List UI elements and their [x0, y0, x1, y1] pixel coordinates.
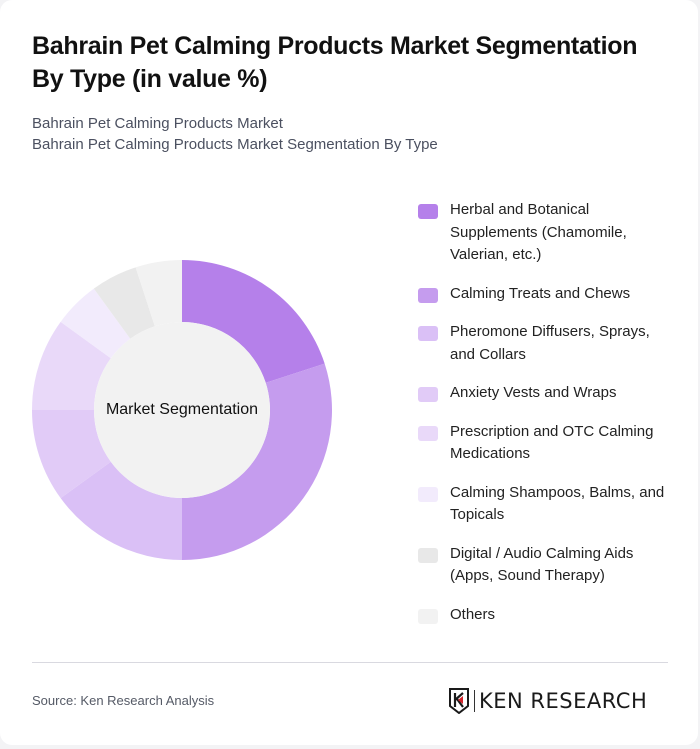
page-title: Bahrain Pet Calming Products Market Segm… [32, 32, 638, 93]
legend-swatch [418, 547, 438, 563]
legend-label: Pheromone Diffusers, Sprays, and Collars [450, 323, 650, 363]
chart-legend: Herbal and Botanical Supplements (Chamom… [418, 199, 678, 642]
donut-hole [94, 322, 270, 498]
donut-segment [182, 260, 325, 383]
legend-label: Anxiety Vests and Wraps [450, 384, 617, 401]
legend-label: Herbal and Botanical Supplements (Chamom… [450, 201, 627, 263]
legend-swatch [418, 608, 438, 624]
donut-segment [32, 321, 111, 410]
legend-item: Digital / Audio Calming Aids (Apps, Soun… [418, 543, 678, 588]
legend-swatch [418, 287, 438, 303]
logo-separator [474, 690, 475, 712]
legend-swatch [418, 326, 438, 341]
legend-label: Digital / Audio Calming Aids (Apps, Soun… [450, 544, 634, 585]
legend-item: Calming Shampoos, Balms, and Topicals [418, 482, 678, 527]
donut-segment [32, 410, 111, 499]
subtitle: Bahrain Pet Calming Products Market Bahr… [32, 113, 438, 155]
legend-label: Calming Shampoos, Balms, and Topicals [450, 483, 665, 524]
legend-swatch [418, 425, 438, 441]
legend-item: Pheromone Diffusers, Sprays, and Collars [418, 321, 678, 366]
legend-item: Calming Treats and Chews [418, 283, 678, 306]
legend-item: Herbal and Botanical Supplements (Chamom… [418, 199, 678, 267]
donut-segment [60, 288, 131, 359]
source-note: Source: Ken Research Analysis [32, 693, 215, 708]
donut-segment [182, 363, 332, 560]
legend-item: Anxiety Vests and Wraps [418, 382, 678, 405]
donut-segment [60, 461, 182, 560]
legend-item: Prescription and OTC Calming Medications [418, 421, 678, 466]
legend-label: Others [450, 605, 496, 623]
shield-k-icon [449, 688, 469, 714]
subtitle-segmentation: Bahrain Pet Calming Products Market Segm… [32, 136, 438, 153]
donut-segment [93, 267, 155, 339]
subtitle-market: Bahrain Pet Calming Products Market [32, 115, 283, 132]
donut-chart: Market Segmentation [32, 260, 332, 560]
legend-item: Others [418, 604, 678, 627]
legend-swatch [418, 387, 438, 402]
logo-text: KEN RESEARCH [479, 689, 648, 713]
legend-swatch [418, 204, 438, 219]
donut-svg [32, 260, 332, 560]
legend-label: Calming Treats and Chews [450, 284, 631, 302]
footer-divider [32, 662, 668, 663]
donut-segment [135, 260, 182, 327]
legend-swatch [418, 486, 438, 502]
legend-label: Prescription and OTC Calming Medications [450, 422, 654, 463]
ken-research-logo: KEN RESEARCH [448, 687, 647, 715]
